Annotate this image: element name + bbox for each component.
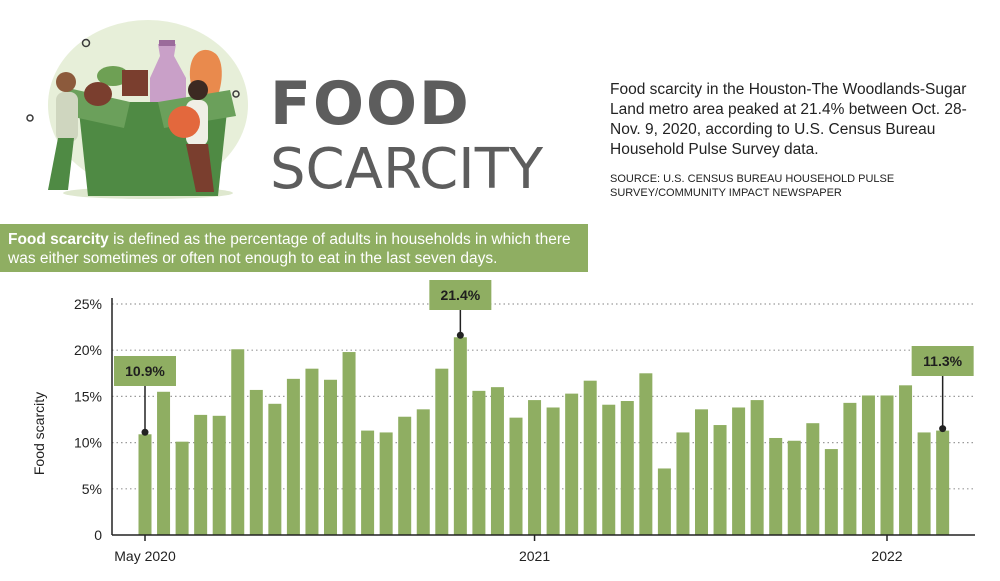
bar bbox=[676, 432, 690, 535]
x-tick-label: 2022 bbox=[871, 548, 902, 564]
food-box-illustration bbox=[26, 20, 248, 199]
bar bbox=[732, 407, 746, 535]
bar bbox=[769, 437, 783, 535]
bar bbox=[268, 403, 282, 535]
summary-text: Food scarcity in the Houston-The Woodlan… bbox=[610, 81, 967, 158]
y-tick-label: 25% bbox=[74, 296, 102, 312]
bar bbox=[917, 432, 931, 535]
bar bbox=[453, 337, 467, 535]
bar bbox=[528, 400, 542, 535]
bar bbox=[583, 380, 597, 535]
callout-box bbox=[911, 346, 974, 376]
bar bbox=[435, 368, 449, 535]
y-tick-label: 5% bbox=[82, 481, 102, 497]
bar bbox=[509, 417, 523, 535]
bar bbox=[899, 385, 913, 535]
x-tick-label: May 2020 bbox=[114, 548, 176, 564]
bar bbox=[286, 378, 300, 535]
bar bbox=[416, 409, 430, 535]
bar bbox=[472, 390, 486, 535]
bar bbox=[361, 430, 375, 535]
definition-term: Food scarcity bbox=[8, 231, 109, 248]
callout-label: 21.4% bbox=[440, 287, 480, 303]
callout-box bbox=[429, 280, 492, 310]
callout-box bbox=[114, 356, 176, 386]
callout-dot bbox=[141, 428, 149, 436]
bar bbox=[639, 373, 653, 535]
bar bbox=[305, 368, 319, 535]
bar bbox=[249, 389, 263, 535]
x-tick-label: 2021 bbox=[519, 548, 550, 564]
bar bbox=[324, 379, 337, 535]
bar bbox=[880, 395, 894, 535]
title-line-2: SCARCITY bbox=[270, 137, 544, 202]
y-tick-label: 15% bbox=[74, 388, 102, 404]
bar bbox=[843, 402, 857, 535]
bar bbox=[490, 387, 504, 535]
definition-text: is defined as the percentage of adults i… bbox=[8, 231, 571, 267]
bar bbox=[936, 430, 950, 535]
callout-dot bbox=[939, 425, 947, 433]
callout-label: 11.3% bbox=[923, 353, 962, 369]
bar bbox=[194, 414, 208, 535]
definition-banner: Food scarcity is defined as the percenta… bbox=[0, 224, 588, 272]
bar bbox=[713, 425, 727, 535]
y-tick-label: 20% bbox=[74, 342, 102, 358]
bar bbox=[602, 404, 616, 535]
callout-label: 10.9% bbox=[125, 363, 165, 379]
bar bbox=[398, 416, 412, 535]
bar bbox=[565, 393, 579, 535]
bar bbox=[231, 349, 245, 535]
y-tick-label: 10% bbox=[74, 435, 102, 451]
bar bbox=[750, 400, 764, 535]
source-text: SOURCE: U.S. CENSUS BUREAU HOUSEHOLD PUL… bbox=[610, 173, 895, 199]
bar bbox=[806, 423, 820, 535]
y-axis-title: Food scarcity bbox=[31, 392, 47, 475]
food-scarcity-bar-chart: 0 5% 10% 15% 20% 25% May 2020 2021 2022 Food scar… bbox=[31, 280, 975, 564]
bar bbox=[787, 440, 801, 535]
bar bbox=[657, 468, 671, 535]
bar bbox=[138, 434, 152, 535]
callout-dot bbox=[456, 331, 464, 339]
bar bbox=[342, 352, 356, 535]
title-line-1: FOOD bbox=[270, 69, 471, 139]
bar bbox=[620, 401, 634, 535]
bar bbox=[157, 391, 171, 535]
bar bbox=[379, 432, 393, 535]
y-tick-label: 0 bbox=[94, 527, 102, 543]
bar bbox=[175, 441, 189, 535]
bar bbox=[695, 409, 708, 535]
bar bbox=[824, 449, 838, 535]
bar bbox=[546, 407, 560, 535]
bar bbox=[861, 395, 875, 535]
bar bbox=[212, 415, 226, 535]
